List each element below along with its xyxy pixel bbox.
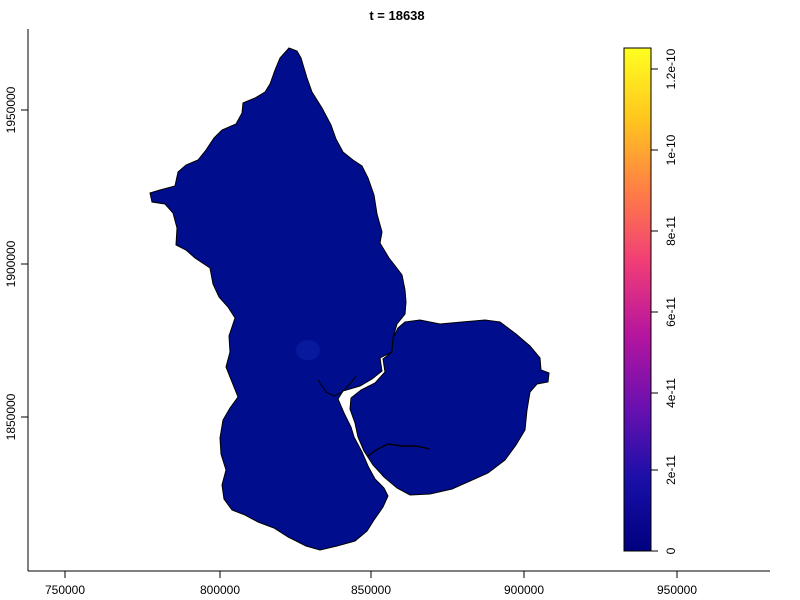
colorbar-rect xyxy=(623,47,652,552)
colorbar-tick-label: 4e-11 xyxy=(664,378,678,408)
colorbar-tick-label: 1.2e-10 xyxy=(664,48,678,89)
x-tick-label: 800000 xyxy=(200,583,240,597)
colorbar-tick-label: 6e-11 xyxy=(664,297,678,327)
colorbar-legend: 0 2e-11 4e-11 6e-11 8e-11 1e-10 1.2e-10 xyxy=(623,47,678,554)
map-title: t = 18638 xyxy=(369,8,424,23)
colorbar-tick-label: 8e-11 xyxy=(664,216,678,246)
y-axis-ticks: 1850000 1900000 1950000 xyxy=(4,86,28,440)
value-highlight-spot xyxy=(296,340,320,360)
map-region-group xyxy=(149,47,550,551)
map-region-west xyxy=(149,47,407,551)
x-tick-label: 750000 xyxy=(45,583,85,597)
y-tick-label: 1950000 xyxy=(4,86,18,133)
colorbar-tick-label: 2e-11 xyxy=(664,455,678,485)
y-tick-label: 1850000 xyxy=(4,393,18,440)
x-tick-label: 900000 xyxy=(504,583,544,597)
map-region-east xyxy=(349,319,550,496)
river-outline xyxy=(317,375,357,397)
x-tick-label: 950000 xyxy=(657,583,697,597)
colorbar-tick-label: 0 xyxy=(664,547,678,554)
colorbar-tick-label: 1e-10 xyxy=(664,134,678,165)
y-tick-label: 1900000 xyxy=(4,240,18,287)
x-axis-ticks: 750000 800000 850000 900000 950000 xyxy=(45,571,697,597)
inner-boundary-line xyxy=(367,443,431,457)
x-tick-label: 850000 xyxy=(351,583,391,597)
